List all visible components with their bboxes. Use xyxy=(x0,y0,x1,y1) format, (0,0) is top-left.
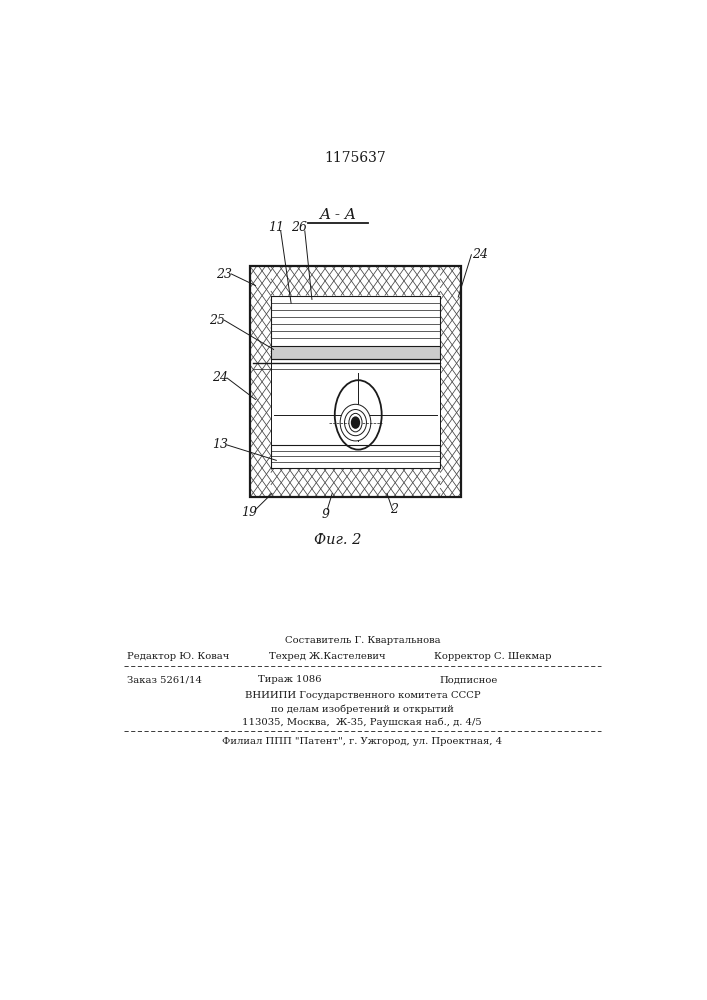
Text: Техред Ж.Кастелевич: Техред Ж.Кастелевич xyxy=(269,652,386,661)
Ellipse shape xyxy=(344,410,366,436)
Bar xyxy=(271,445,440,468)
Bar xyxy=(271,346,440,359)
Bar xyxy=(271,296,440,359)
Bar xyxy=(271,296,440,468)
Bar xyxy=(271,296,440,468)
Text: 2: 2 xyxy=(390,503,398,516)
Text: 9: 9 xyxy=(321,508,329,521)
Text: 23: 23 xyxy=(216,267,233,280)
Text: A - A: A - A xyxy=(320,208,356,222)
Text: Фиг. 2: Фиг. 2 xyxy=(314,533,361,547)
Text: Корректор С. Шекмар: Корректор С. Шекмар xyxy=(433,652,551,661)
Ellipse shape xyxy=(340,404,371,441)
Ellipse shape xyxy=(349,413,362,432)
Bar xyxy=(271,296,440,346)
Bar xyxy=(250,266,461,497)
Bar xyxy=(250,266,461,497)
Text: Филиал ППП "Патент", г. Ужгород, ул. Проектная, 4: Филиал ППП "Патент", г. Ужгород, ул. Про… xyxy=(222,737,503,746)
Text: 1175637: 1175637 xyxy=(325,151,386,165)
Text: Составитель Г. Квартальнова: Составитель Г. Квартальнова xyxy=(284,636,440,645)
Text: 19: 19 xyxy=(242,506,257,519)
Bar xyxy=(271,296,440,468)
Text: 24: 24 xyxy=(472,248,488,261)
Text: ВНИИПИ Государственного комитета СССР
по делам изобретений и открытий
113035, Мо: ВНИИПИ Государственного комитета СССР по… xyxy=(243,691,482,727)
Text: Тираж 1086: Тираж 1086 xyxy=(258,675,322,684)
Text: 11: 11 xyxy=(268,221,284,234)
Bar xyxy=(271,369,440,445)
Text: Заказ 5261/14: Заказ 5261/14 xyxy=(127,675,201,684)
Text: 25: 25 xyxy=(209,314,225,327)
Text: 13: 13 xyxy=(212,438,228,451)
Text: 24: 24 xyxy=(212,371,228,384)
Text: Подписное: Подписное xyxy=(439,675,498,684)
Text: 26: 26 xyxy=(291,221,308,234)
Ellipse shape xyxy=(351,417,359,428)
Text: Редактор Ю. Ковач: Редактор Ю. Ковач xyxy=(127,652,229,661)
